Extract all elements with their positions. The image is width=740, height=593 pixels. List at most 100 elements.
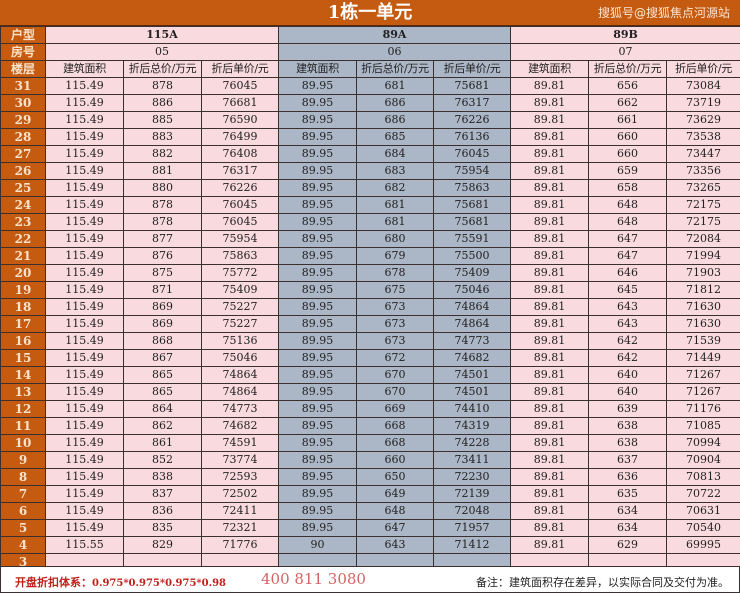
cell-area: 89.95 [278, 213, 358, 231]
cell-unit-price: 72175 [666, 196, 740, 214]
cell-area: 115.49 [45, 332, 124, 350]
cell-area: 115.49 [45, 417, 124, 435]
cell-area: 115.49 [45, 519, 124, 537]
cell-total-price: 685 [356, 128, 435, 146]
cell-area: 89.81 [510, 281, 590, 299]
floor-number: 12 [0, 400, 46, 418]
cell-area: 115.49 [45, 162, 124, 180]
building-unit-title: 1栋一单元 [0, 0, 740, 26]
cell-total-price: 829 [123, 536, 202, 554]
floor-number: 9 [0, 451, 46, 469]
cell-unit-price: 72230 [433, 468, 512, 486]
floor-number: 10 [0, 434, 46, 452]
col-area: 建筑面积 [45, 60, 124, 78]
cell-total-price: 658 [588, 179, 668, 197]
cell-unit-price: 71957 [433, 519, 512, 537]
cell-total-price: 648 [588, 196, 668, 214]
cell-area: 115.49 [45, 366, 124, 384]
cell-area: 115.49 [45, 77, 124, 95]
cell-unit-price: 73719 [666, 94, 740, 112]
cell-unit-price: 75681 [433, 77, 512, 95]
cell-area: 89.81 [510, 485, 590, 503]
cell-total-price: 885 [123, 111, 202, 129]
cell-unit-price: 72411 [200, 502, 280, 520]
cell-area: 89.95 [278, 94, 358, 112]
floor-number: 22 [0, 230, 46, 248]
floor-row: 17 115.49 869 75227 89.95 673 74864 89.81 643 716… [0, 315, 740, 333]
cell-area: 115.49 [45, 451, 124, 469]
floor-row: 31 115.49 878 76045 89.95 681 75681 89.81 656 730… [0, 77, 740, 95]
cell-area: 89.81 [510, 349, 590, 367]
cell-unit-price: 73084 [666, 77, 740, 95]
unit-type-115a: 115A [44, 26, 280, 44]
cell-area: 115.49 [45, 502, 124, 520]
cell-area: 89.81 [510, 111, 590, 129]
floor-row: 14 115.49 865 74864 89.95 670 74501 89.81 640 712… [0, 366, 740, 384]
cell-total-price: 643 [588, 315, 668, 333]
floor-row: 22 115.49 877 75954 89.95 680 75591 89.81 647 720… [0, 230, 740, 248]
cell-unit-price: 76681 [200, 94, 280, 112]
cell-unit-price: 76045 [200, 213, 280, 231]
floor-number: 29 [0, 111, 46, 129]
col-area: 建筑面积 [278, 60, 358, 78]
cell-total-price: 862 [123, 417, 202, 435]
cell-unit-price: 76317 [200, 162, 280, 180]
cell-area: 115.49 [45, 247, 124, 265]
cell-area: 89.81 [510, 128, 590, 146]
floor-row: 12 115.49 864 74773 89.95 669 74410 89.81 639 711… [0, 400, 740, 418]
col-total-price: 折后总价/万元 [356, 60, 435, 78]
cell-total-price: 882 [123, 145, 202, 163]
floor-number: 28 [0, 128, 46, 146]
cell-unit-price: 74410 [433, 400, 512, 418]
floor-row: 26 115.49 881 76317 89.95 683 75954 89.81 659 733… [0, 162, 740, 180]
cell-total-price: 681 [356, 213, 435, 231]
cell-total-price: 684 [356, 145, 435, 163]
cell-area: 89.81 [510, 264, 590, 282]
cell-unit-price: 74773 [433, 332, 512, 350]
floor-number: 27 [0, 145, 46, 163]
cell-area: 89.95 [278, 230, 358, 248]
floor-row: 16 115.49 868 75136 89.95 673 74773 89.81 642 715… [0, 332, 740, 350]
cell-area: 89.95 [278, 349, 358, 367]
cell-total-price: 878 [123, 213, 202, 231]
cell-total-price: 876 [123, 247, 202, 265]
cell-unit-price: 76317 [433, 94, 512, 112]
cell-area: 89.81 [510, 400, 590, 418]
cell-unit-price: 74864 [200, 366, 280, 384]
cell-total-price: 683 [356, 162, 435, 180]
cell-area: 115.49 [45, 485, 124, 503]
cell-total-price: 678 [356, 264, 435, 282]
col-total-price: 折后总价/万元 [123, 60, 202, 78]
floor-row: 30 115.49 886 76681 89.95 686 76317 89.81 662 737… [0, 94, 740, 112]
floor-number: 30 [0, 94, 46, 112]
cell-total-price: 886 [123, 94, 202, 112]
cell-area: 89.81 [510, 213, 590, 231]
cell-unit-price: 70904 [666, 451, 740, 469]
cell-unit-price: 71539 [666, 332, 740, 350]
cell-area: 89.81 [510, 179, 590, 197]
cell-unit-price: 70813 [666, 468, 740, 486]
cell-total-price: 648 [356, 502, 435, 520]
cell-total-price: 645 [588, 281, 668, 299]
cell-area: 89.81 [510, 434, 590, 452]
unit-type-89a: 89A [278, 26, 512, 44]
cell-unit-price: 69995 [666, 536, 740, 554]
cell-unit-price: 75227 [200, 315, 280, 333]
cell-unit-price: 74319 [433, 417, 512, 435]
cell-total-price: 878 [123, 196, 202, 214]
cell-total-price: 871 [123, 281, 202, 299]
floor-row: 19 115.49 871 75409 89.95 675 75046 89.81 645 718… [0, 281, 740, 299]
cell-unit-price: 75863 [200, 247, 280, 265]
cell-unit-price: 71085 [666, 417, 740, 435]
cell-total-price: 681 [356, 77, 435, 95]
floor-row: 28 115.49 883 76499 89.95 685 76136 89.81 660 735… [0, 128, 740, 146]
cell-area: 115.49 [45, 196, 124, 214]
cell-unit-price: 72502 [200, 485, 280, 503]
floor-number: 24 [0, 196, 46, 214]
floor-number: 13 [0, 383, 46, 401]
floor-row: 29 115.49 885 76590 89.95 686 76226 89.81 661 736… [0, 111, 740, 129]
cell-unit-price: 75500 [433, 247, 512, 265]
floor-number: 4 [0, 536, 46, 554]
floor-number: 31 [0, 77, 46, 95]
cell-unit-price: 75954 [433, 162, 512, 180]
